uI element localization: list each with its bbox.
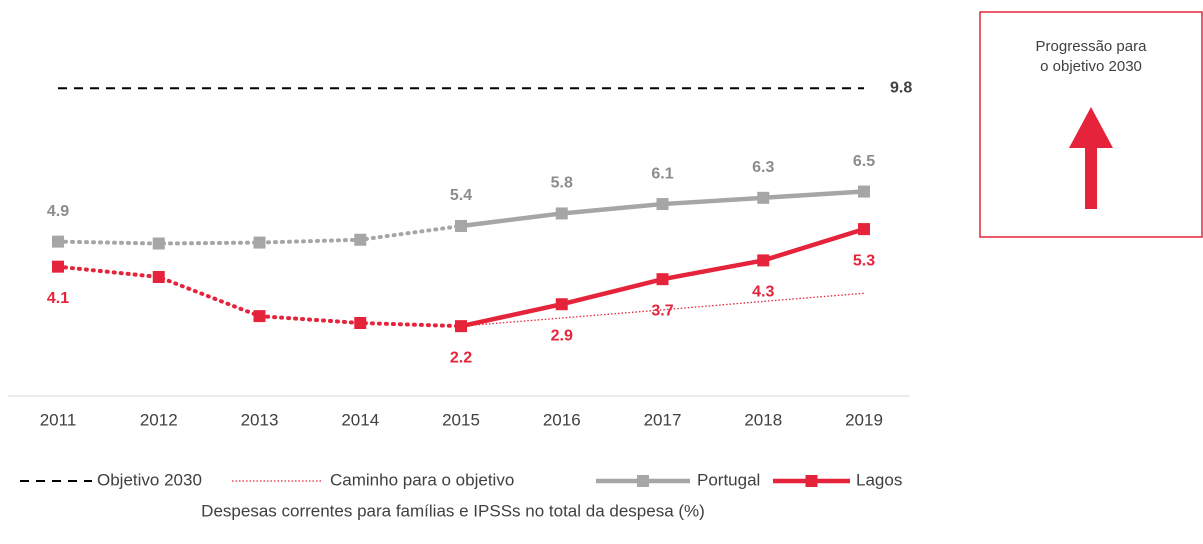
series-line [460,292,865,327]
x-tick-label: 2018 [744,410,782,429]
series-marker [253,310,266,323]
series-marker [858,185,870,198]
annotation-frame [979,11,1203,238]
series-marker [52,260,64,273]
series-marker [152,270,165,283]
series-marker [656,273,669,286]
data-label: 3.7 [651,302,673,319]
data-label: 6.5 [853,153,875,170]
x-tick-label: 2011 [40,410,77,429]
series-marker [52,235,64,248]
series-marker [858,223,870,236]
series-marker [555,207,568,220]
series-marker [253,236,266,249]
series-marker [757,191,770,204]
series-marker [656,198,669,211]
x-tick-label: 2019 [845,410,883,429]
series-marker [354,317,367,330]
x-tick-label: 2014 [341,410,379,429]
legend-swatch [637,475,649,487]
data-label: 5.8 [551,175,573,192]
legend-swatch [805,475,818,487]
series-marker [757,254,770,267]
series-marker [354,233,367,246]
data-label: 2.9 [551,327,573,344]
series-marker [152,237,165,250]
data-label: 2.2 [450,349,472,366]
data-label: 5.3 [853,252,875,269]
series-marker [455,320,467,333]
data-label: 4.9 [47,203,69,220]
legend-label: Objetivo 2030 [97,470,202,489]
arrow-head [1069,107,1113,148]
series-marker [555,298,568,311]
data-label: 4.3 [752,284,774,301]
data-label: 6.3 [752,159,774,176]
arrow-shaft [1085,146,1097,209]
x-tick-label: 2017 [644,410,682,429]
annotation-text: o objetivo 2030 [1040,58,1142,75]
x-tick-label: 2012 [140,410,178,429]
legend-label: Portugal [697,470,760,489]
annotation-box: Progressão para o objetivo 2030 [979,11,1203,238]
legend-label: Lagos [856,470,902,489]
series-marker [455,219,467,232]
x-tick-label: 2016 [543,410,581,429]
x-axis-title: Despesas correntes para famílias e IPSSs… [201,501,705,520]
x-tick-label: 2015 [442,410,480,429]
reference-label: 9.8 [890,79,912,96]
data-label: 5.4 [450,187,472,204]
legend-label: Caminho para o objetivo [330,470,514,489]
data-label: 4.1 [47,290,69,307]
x-tick-label: 2013 [241,410,279,429]
annotation-text: Progressão para [1036,38,1148,55]
data-label: 6.1 [651,165,673,182]
